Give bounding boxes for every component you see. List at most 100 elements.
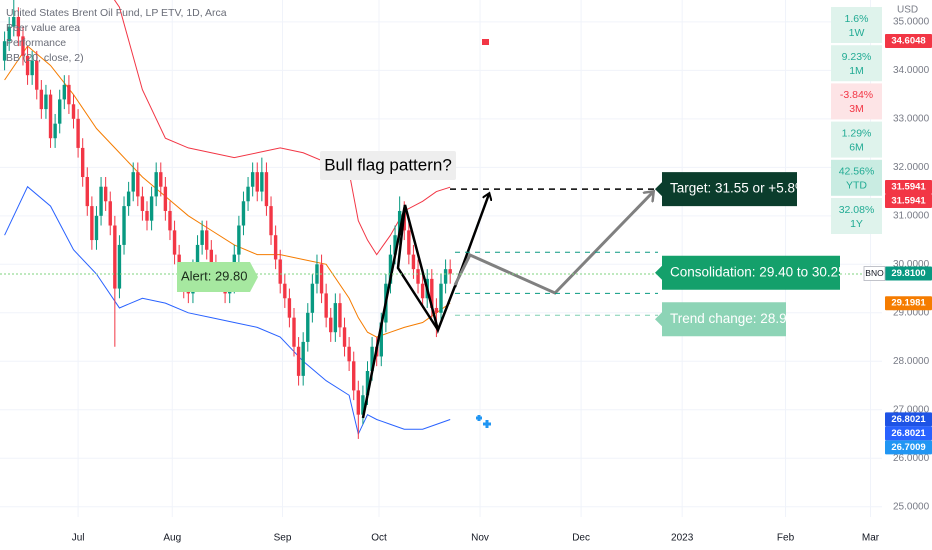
candle-body	[264, 172, 269, 207]
candle-body	[260, 172, 264, 192]
price-marker	[885, 440, 932, 455]
candle-body	[365, 371, 370, 396]
y-tick-label: 29.0000	[893, 307, 930, 318]
candle-body	[407, 230, 411, 255]
performance-period: 1Y	[850, 218, 863, 230]
candle-body	[388, 254, 393, 284]
price-marker	[885, 194, 932, 209]
candle-body	[90, 206, 94, 241]
candle-body	[35, 60, 39, 90]
candle-body	[329, 317, 333, 333]
performance-period: 1W	[849, 27, 865, 39]
performance-period: YTD	[846, 180, 867, 192]
x-tick-label: Jul	[72, 533, 85, 544]
candle-body	[67, 84, 71, 105]
price-marker	[885, 33, 932, 48]
candle-body	[126, 191, 131, 207]
flag-drawing	[361, 204, 457, 419]
candle-body	[149, 196, 154, 221]
candle-body	[319, 264, 324, 294]
symbol-label: BNO	[865, 268, 884, 278]
bollinger-band	[4, 45, 451, 338]
price-marker	[885, 180, 932, 195]
pattern-label-box	[320, 151, 456, 180]
price-marker	[885, 296, 932, 311]
candle-body	[205, 230, 209, 250]
candle-body	[209, 249, 214, 265]
performance-cell	[831, 121, 882, 158]
candle-body	[94, 215, 99, 241]
candle-body	[172, 230, 177, 255]
candle-body	[62, 84, 67, 100]
legend-item: BB (20, close, 2)	[6, 52, 84, 64]
price-marker	[885, 426, 932, 441]
candle-body	[310, 283, 315, 313]
price-marker-label: 34.6048	[891, 36, 925, 47]
candle-body	[416, 269, 420, 284]
alert-label-box	[177, 262, 258, 293]
performance-cell	[831, 45, 882, 82]
overlay: Alert: 29.80 Target: 31.55 or +5.8% Consol…	[0, 39, 882, 428]
x-tick-label: Aug	[163, 533, 181, 544]
candle-body	[370, 346, 374, 372]
grid	[0, 0, 882, 517]
legend-item: Performance	[6, 37, 66, 49]
x-tick-label: Oct	[371, 533, 387, 544]
candle-body	[347, 346, 351, 362]
x-tick-label: Sep	[274, 533, 292, 544]
y-tick-label: 34.0000	[893, 65, 930, 76]
candle-body	[71, 104, 76, 119]
candle-body	[237, 225, 241, 255]
candle-body	[397, 210, 402, 236]
candle-body	[273, 235, 278, 260]
candle-body	[434, 307, 439, 313]
candle-body	[159, 172, 163, 187]
performance-value: 42.56%	[839, 166, 875, 178]
trend-change-label: Trend change: 28.95	[670, 311, 794, 326]
performance-cell	[831, 83, 882, 120]
candle-body	[12, 16, 16, 27]
bollinger-band	[113, 0, 451, 256]
consolidation-label: Consolidation: 29.40 to 30.25	[670, 264, 846, 279]
candle-body	[168, 210, 172, 231]
performance-cell	[831, 7, 882, 43]
performance-period: 3M	[849, 103, 864, 115]
performance-value: 1.29%	[842, 127, 872, 139]
candle-body	[292, 317, 296, 347]
candle-body	[278, 259, 282, 284]
performance-cell	[831, 159, 882, 196]
candle-body	[39, 89, 44, 110]
candle-body	[136, 172, 140, 197]
performance-period: 1M	[849, 65, 864, 77]
candle-body	[255, 172, 259, 192]
candle-body	[250, 172, 255, 187]
y-tick-label: 35.0000	[893, 16, 930, 27]
candle-body	[443, 269, 448, 284]
candle-body	[154, 172, 158, 197]
candle-body	[25, 55, 30, 76]
chart-title: United States Brent Oil Fund, LP ETV, 1D…	[6, 7, 227, 19]
candle-body	[7, 26, 11, 42]
candle-body	[301, 341, 305, 376]
candle-body	[85, 177, 89, 207]
consolidation-label-box	[655, 255, 840, 290]
candle-body	[324, 293, 328, 318]
x-tick-label: 2023	[671, 533, 694, 544]
candle-body	[306, 312, 310, 342]
candle-body	[122, 206, 126, 245]
bollinger-band	[4, 185, 451, 436]
x-tick-label: Mar	[862, 533, 880, 544]
labels: United States Brent Oil Fund, LP ETV, 1D…	[6, 5, 932, 544]
candle-body	[420, 283, 425, 299]
performance-period: 6M	[849, 141, 864, 153]
price-marker-label: 26.8021	[891, 414, 926, 425]
performance-value: 9.23%	[842, 51, 872, 63]
candle-body	[356, 390, 361, 415]
performance-value: -3.84%	[840, 89, 873, 101]
performance-cell	[831, 198, 882, 234]
candle-body	[379, 322, 383, 357]
candle-body	[195, 244, 200, 270]
candle-body	[338, 303, 342, 328]
y-tick-label: 33.0000	[893, 113, 930, 124]
